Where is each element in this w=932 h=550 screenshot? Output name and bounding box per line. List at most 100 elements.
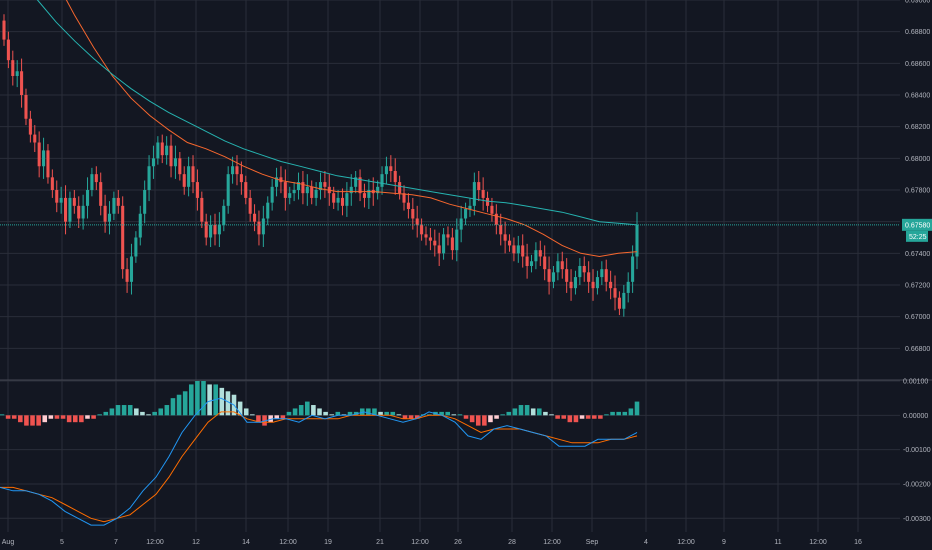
candle-body xyxy=(595,277,599,289)
macd-histogram-bar xyxy=(250,414,255,416)
macd-histogram-bar xyxy=(256,415,261,423)
candle-body xyxy=(134,237,138,257)
macd-histogram-bar xyxy=(591,415,597,419)
candle-body xyxy=(59,197,63,203)
macd-histogram-bar xyxy=(500,414,505,416)
candle-body xyxy=(15,71,19,76)
macd-axis[interactable]: 0.00100 0.00000 -0.00100 -0.00200 -0.00300 xyxy=(903,379,931,523)
macd-line xyxy=(0,397,638,526)
candle-body xyxy=(600,269,604,278)
candle-body xyxy=(55,190,59,203)
macd-tick-label: -0.00200 xyxy=(903,481,931,488)
candle-body xyxy=(182,174,186,187)
time-axis[interactable]: Aug 5 7 12:00 12 14 12:00 19 21 12:00 26 28 12:00 Sep… xyxy=(2,539,862,546)
macd-histogram-bar xyxy=(634,401,640,416)
macd-histogram-bar xyxy=(225,391,231,416)
macd-histogram-bar xyxy=(152,411,157,416)
macd-histogram-bar xyxy=(555,415,560,419)
macd-histogram-bar xyxy=(457,414,463,416)
macd-histogram-bar xyxy=(579,415,585,419)
candle-body xyxy=(46,150,50,178)
candle-body xyxy=(2,20,6,40)
macd-histogram-bar xyxy=(11,415,17,419)
macd-histogram-bar xyxy=(329,414,335,416)
price-axis[interactable]: 0.69000 0.68800 0.68600 0.68400 0.68200 0.680… xyxy=(902,0,932,353)
time-tick-label: 12:00 xyxy=(543,539,561,546)
time-tick-label: 12:00 xyxy=(279,539,297,546)
candle-body xyxy=(512,245,516,254)
macd-histogram-bar xyxy=(439,411,444,416)
candle-body xyxy=(257,221,261,235)
macd-histogram-bar xyxy=(97,414,102,416)
candle-body xyxy=(547,269,551,282)
candle-body xyxy=(450,237,454,251)
candle-body xyxy=(37,142,41,167)
macd-histogram-bar xyxy=(262,415,267,426)
candle-body xyxy=(420,224,424,235)
macd-histogram-bar xyxy=(463,415,469,419)
macd-histogram-bar xyxy=(445,411,451,416)
macd-histogram-bar xyxy=(402,415,408,419)
candle-body xyxy=(77,205,81,219)
price-tick-label: 0.69000 xyxy=(905,0,930,5)
candle-body xyxy=(499,224,503,235)
macd-histogram-bar xyxy=(598,415,603,419)
candle-body xyxy=(389,166,393,171)
price-pane[interactable] xyxy=(0,0,900,317)
macd-histogram-bar xyxy=(72,415,78,423)
candle-body xyxy=(428,237,432,241)
candle-body xyxy=(393,171,397,183)
candle-body xyxy=(446,234,450,238)
candle-body xyxy=(270,186,274,203)
candle-body xyxy=(437,245,441,254)
candle-body xyxy=(301,182,305,194)
candle-body xyxy=(362,193,366,198)
candle-body xyxy=(626,281,630,293)
macd-histogram-bar xyxy=(79,415,84,423)
countdown-tag xyxy=(906,230,928,242)
candle-body xyxy=(367,190,371,198)
macd-histogram-bar xyxy=(207,384,212,416)
price-tick-label: 0.68000 xyxy=(905,156,930,163)
price-tick-label: 0.68200 xyxy=(905,124,930,131)
price-tick-label: 0.68400 xyxy=(905,93,930,100)
candle-body xyxy=(406,202,410,209)
macd-histogram-bar xyxy=(616,411,621,416)
macd-histogram-bar xyxy=(518,405,524,416)
macd-histogram-bar xyxy=(121,405,127,416)
candle-body xyxy=(354,177,358,187)
time-tick-label: 7 xyxy=(114,539,118,546)
candle-body xyxy=(261,218,265,235)
candle-body xyxy=(622,292,626,309)
candle-body xyxy=(213,224,217,235)
candle-body xyxy=(24,95,28,119)
macd-histogram-bar xyxy=(610,411,615,416)
candle-body xyxy=(543,256,547,270)
candle-body xyxy=(94,174,98,183)
macd-histogram-bar xyxy=(469,415,475,423)
price-tick-label: 0.67000 xyxy=(905,314,930,321)
candle-body xyxy=(472,182,476,206)
candle-body xyxy=(358,177,362,194)
candle-body xyxy=(565,269,569,282)
macd-histogram-bar xyxy=(48,415,54,419)
candle-body xyxy=(318,182,323,190)
macd-histogram-bar xyxy=(103,411,109,416)
candle-body xyxy=(516,245,520,254)
candle-body xyxy=(112,197,116,214)
macd-pane[interactable] xyxy=(0,381,640,526)
macd-tick-label: -0.00100 xyxy=(903,447,931,454)
candle-body xyxy=(235,166,239,175)
macd-histogram-bar xyxy=(268,415,273,423)
time-tick-label: 11 xyxy=(774,539,781,546)
macd-histogram-bar xyxy=(60,415,66,419)
time-tick-label: 26 xyxy=(454,539,462,546)
time-tick-label: 12:00 xyxy=(411,539,429,546)
candle-body xyxy=(173,158,177,167)
macd-histogram-bar xyxy=(274,415,280,419)
candle-body xyxy=(222,205,226,225)
macd-histogram-bar xyxy=(390,411,396,416)
candle-body xyxy=(292,190,296,194)
candle-body xyxy=(442,234,446,254)
